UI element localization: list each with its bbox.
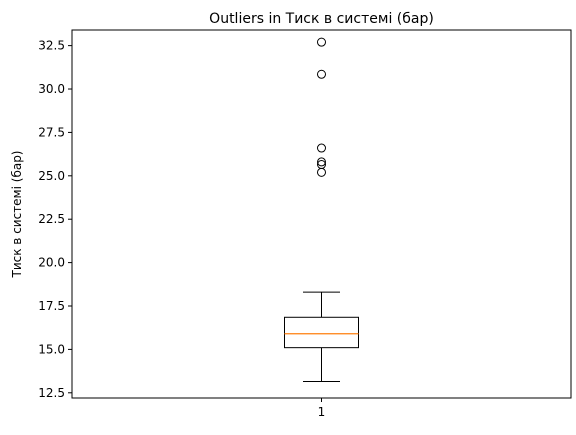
outlier-point [317,160,326,170]
y-tick-label: 12.5 [38,386,65,400]
y-tick-label: 27.5 [38,125,65,139]
outlier-point [317,69,326,79]
y-tick-label: 20.0 [38,256,65,270]
chart-title: Outliers in Тиск в системі (бар) [209,11,434,27]
x-tick-label: 1 [318,405,326,419]
y-tick-label: 15.0 [38,342,65,356]
iqr-box [284,316,359,349]
plot-area [71,29,572,399]
y-tick-label: 17.5 [38,299,65,313]
y-tick-label: 22.5 [38,212,65,226]
y-tick-label: 25.0 [38,169,65,183]
y-tick-label: 30.0 [38,82,65,96]
y-axis: 12.5 15.0 17.5 20.0 22.5 25.0 27.5 30.0 32.5 [38,39,72,400]
y-tick-label: 32.5 [38,39,65,53]
outlier-point [317,143,326,153]
x-axis: 1 [318,398,326,419]
outlier-point [317,37,326,47]
boxes-layer [284,37,359,383]
y-axis-label: Тиск в системі (бар) [10,151,24,279]
outlier-point [317,157,326,167]
